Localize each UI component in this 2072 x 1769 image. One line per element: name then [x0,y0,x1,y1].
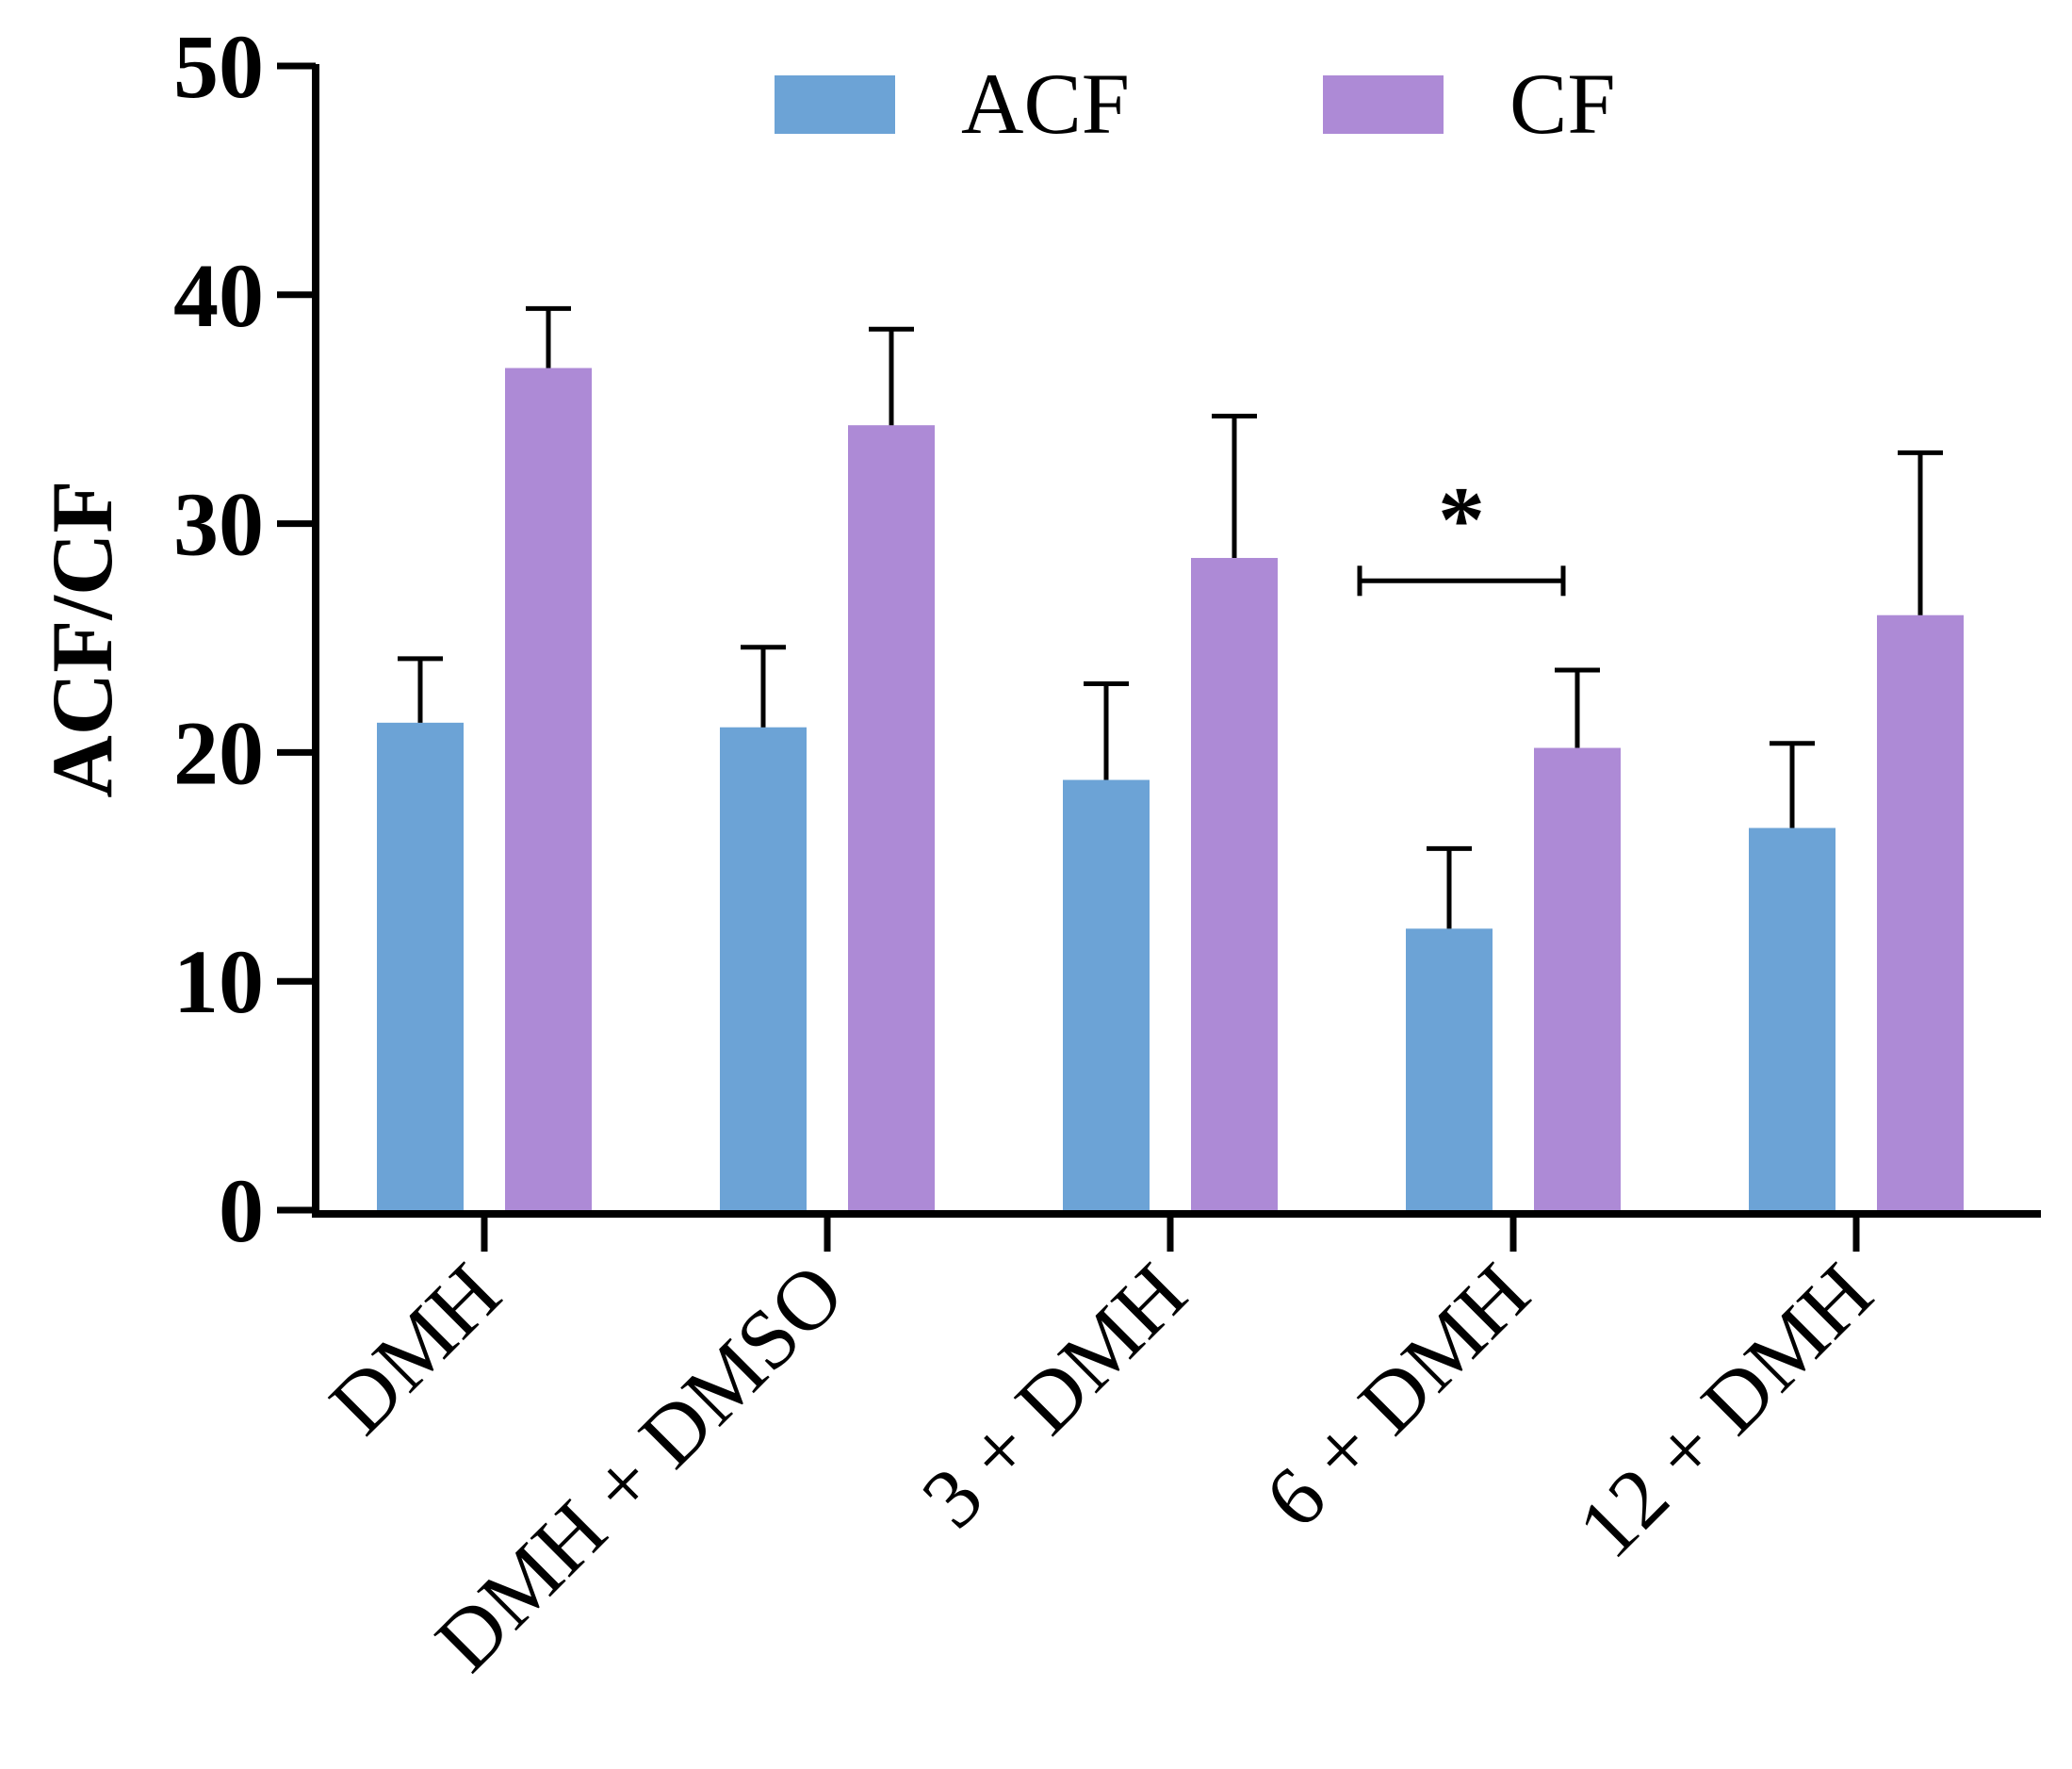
x-tick-label-6-dmh: 6 + DMH [1248,1246,1547,1546]
legend-swatch-cf [1323,75,1444,134]
bar-acf-dmh-dmso [720,727,807,1210]
x-tick-label-dmh: DMH [313,1246,519,1452]
bar-cf-dmh-dmso [848,425,935,1210]
bar-acf-12-dmh [1749,827,1835,1210]
y-tick-label-20: 20 [173,702,264,803]
y-tick-label-30: 30 [173,474,264,575]
bar-acf-3-dmh [1063,779,1150,1210]
bar-acf-dmh [377,722,464,1210]
bar-cf-3-dmh [1191,558,1278,1210]
axes-layer [312,64,2041,1218]
x-tick-label-3-dmh: 3 + DMH [905,1246,1204,1546]
legend-label-acf: ACF [961,56,1130,152]
legend: ACF CF [775,56,1616,152]
bar-cf-6-dmh [1534,747,1621,1210]
y-tick-label-40: 40 [173,245,264,346]
y-ticks-layer: 0 10 20 30 40 50 [173,16,316,1261]
significance-annotation: * [1357,467,1566,597]
y-axis-label: ACF/CF [34,480,130,797]
bar-cf-12-dmh [1877,614,1964,1210]
error-bars-layer [398,305,1943,929]
bars-layer [377,368,1964,1211]
bar-acf-6-dmh [1406,928,1493,1210]
bar-cf-dmh [505,368,592,1211]
legend-label-cf: CF [1509,56,1616,152]
x-tick-label-12-dmh: 12 + DMH [1560,1246,1890,1576]
y-tick-label-10: 10 [173,931,264,1032]
legend-swatch-acf [775,75,895,134]
y-tick-label-50: 50 [173,16,264,117]
significance-asterisk: * [1438,467,1485,571]
y-tick-label-0: 0 [219,1160,264,1261]
